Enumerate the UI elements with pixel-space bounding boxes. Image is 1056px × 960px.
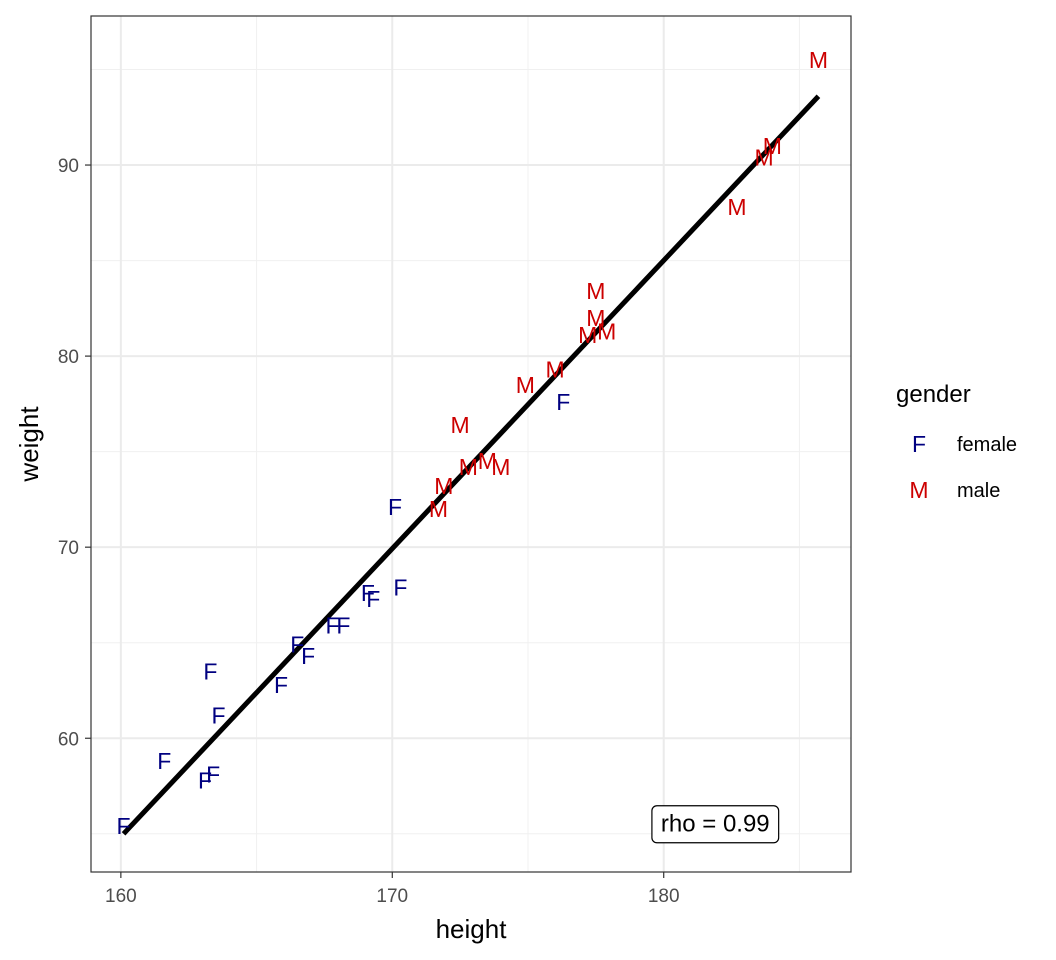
y-tick-label: 80	[58, 347, 79, 368]
x-axis-label: height	[436, 914, 508, 944]
rho-annotation-text: rho = 0.99	[661, 811, 770, 838]
point-female: F	[203, 658, 217, 684]
y-tick-label: 70	[58, 538, 79, 559]
point-male: M	[727, 194, 746, 220]
point-female: F	[212, 702, 226, 728]
point-male: M	[597, 318, 616, 344]
legend-key-male: M	[909, 477, 928, 503]
point-male: M	[478, 448, 497, 474]
point-female: F	[198, 767, 212, 793]
point-male: M	[491, 454, 510, 480]
point-male: M	[516, 372, 535, 398]
regression-line	[121, 94, 821, 836]
point-male: M	[809, 47, 828, 73]
y-axis-ticks: 60 70 80 90	[58, 156, 91, 750]
point-male: M	[434, 473, 453, 499]
point-female: F	[274, 672, 288, 698]
x-tick-label: 160	[105, 886, 137, 907]
point-female: F	[366, 586, 380, 612]
point-male: M	[451, 412, 470, 438]
point-female: F	[556, 389, 570, 415]
point-male: M	[586, 278, 605, 304]
point-male: M	[429, 496, 448, 522]
rho-annotation-box	[651, 805, 780, 844]
point-male: M	[459, 454, 478, 480]
point-female: F	[393, 574, 407, 600]
major-gridlines	[91, 16, 851, 872]
x-tick-label: 180	[648, 886, 680, 907]
legend-key-female: F	[912, 431, 926, 457]
point-female: F	[157, 748, 171, 774]
point-male: M	[578, 322, 597, 348]
x-tick-label: 170	[376, 886, 408, 907]
y-tick-label: 90	[58, 156, 79, 177]
point-male: M	[546, 356, 565, 382]
point-female: F	[388, 494, 402, 520]
legend: gender F female M male	[896, 381, 1017, 503]
rho-annotation: rho = 0.99	[651, 805, 780, 844]
legend-title: gender	[896, 381, 971, 408]
point-female: F	[361, 580, 375, 606]
y-axis-label: weight	[14, 406, 44, 483]
legend-label-female: female	[957, 434, 1017, 456]
point-male: M	[763, 133, 782, 159]
regression-line-group	[121, 94, 821, 836]
point-female: F	[117, 813, 131, 839]
point-female: F	[290, 632, 304, 658]
point-male: M	[586, 305, 605, 331]
point-female: F	[301, 643, 315, 669]
point-male: M	[755, 144, 774, 170]
x-axis-ticks: 160 170 180	[105, 872, 680, 907]
plot-panel-border	[90, 15, 852, 873]
minor-gridlines	[91, 16, 851, 872]
point-female: F	[206, 762, 220, 788]
point-female: F	[326, 613, 340, 639]
point-female: F	[336, 613, 350, 639]
y-tick-label: 60	[58, 729, 79, 750]
legend-label-male: male	[957, 480, 1000, 502]
